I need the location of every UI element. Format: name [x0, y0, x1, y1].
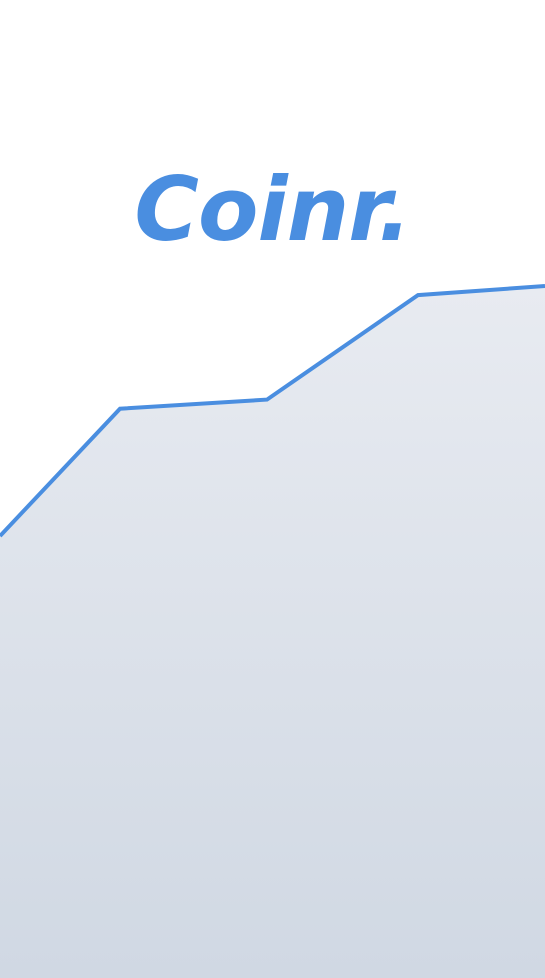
chart-area-fill: [0, 286, 545, 978]
app-logo: Coinr.: [134, 158, 411, 261]
chart-trend-line: [0, 284, 545, 538]
